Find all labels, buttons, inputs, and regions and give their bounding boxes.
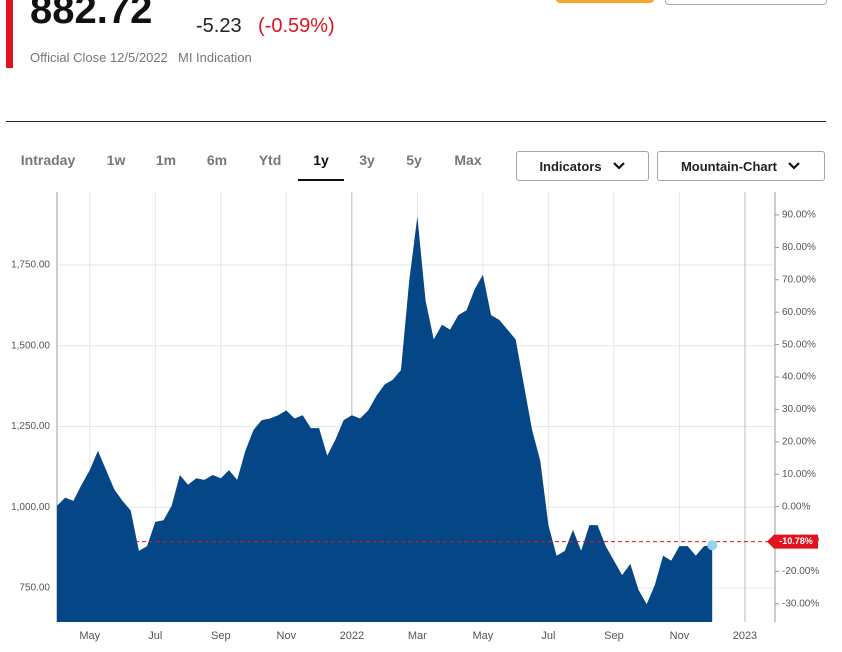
close-label: Official Close 12/5/2022 bbox=[30, 50, 168, 65]
tab[interactable]: Ytd bbox=[258, 152, 282, 168]
top-button[interactable] bbox=[556, 0, 654, 3]
x-tick-label: Nov bbox=[670, 630, 690, 642]
y2-tick-label: 40.00% bbox=[782, 372, 816, 383]
x-tick-label: 2023 bbox=[733, 630, 757, 642]
x-tick-label: May bbox=[472, 630, 493, 642]
x-tick-label: 2022 bbox=[340, 630, 364, 642]
reference-tag bbox=[767, 534, 818, 549]
indicators-button[interactable]: Indicators bbox=[516, 151, 649, 181]
y2-tick-label: 10.00% bbox=[782, 469, 816, 480]
x-tick-label: May bbox=[79, 630, 100, 642]
x-tick-label: Jul bbox=[541, 630, 555, 642]
tab[interactable]: 3y bbox=[359, 152, 375, 168]
y2-tick-label: 0.00% bbox=[782, 501, 810, 512]
y2-tick-label: 60.00% bbox=[782, 307, 816, 318]
y2-tick-label: 90.00% bbox=[782, 210, 816, 221]
last-point bbox=[707, 540, 718, 551]
price: 882.72 bbox=[30, 0, 153, 32]
tab[interactable]: Max bbox=[454, 152, 482, 168]
button-label: Indicators bbox=[539, 158, 602, 174]
divider bbox=[6, 121, 826, 122]
x-tick-label: Nov bbox=[277, 630, 297, 642]
tab[interactable]: 1w bbox=[106, 152, 126, 168]
y-tick-label: 1,000.00 bbox=[11, 502, 50, 513]
change-pct: (-0.59%) bbox=[258, 15, 335, 37]
y2-tick-label: 30.00% bbox=[782, 404, 816, 415]
button-label: Mountain-Chart bbox=[680, 158, 778, 174]
area bbox=[57, 216, 713, 622]
reference-label: -10.78% bbox=[779, 536, 813, 546]
y-tick-label: 1,750.00 bbox=[11, 260, 50, 271]
x-tick-label: Sep bbox=[211, 630, 231, 642]
y2-tick-label: 70.00% bbox=[782, 274, 816, 285]
chevron bbox=[788, 162, 800, 170]
x-tick-label: Sep bbox=[604, 630, 624, 642]
y2-tick-label: 50.00% bbox=[782, 339, 816, 350]
tab[interactable]: 1m bbox=[155, 152, 177, 168]
x-tick-label: Jul bbox=[148, 630, 162, 642]
tab[interactable]: 5y bbox=[406, 152, 422, 168]
y2-tick-label: 20.00% bbox=[782, 436, 816, 447]
chevron bbox=[612, 162, 625, 170]
indication: MI Indication bbox=[178, 50, 252, 65]
y-tick-label: 1,500.00 bbox=[11, 340, 50, 351]
tab[interactable]: 6m bbox=[206, 152, 228, 168]
tab-underline bbox=[298, 179, 344, 181]
y2-tick-label: 80.00% bbox=[782, 242, 816, 253]
y-tick-label: 1,250.00 bbox=[11, 421, 50, 432]
tab[interactable]: Intraday bbox=[20, 152, 76, 168]
x-tick-label: Mar bbox=[408, 630, 427, 642]
y2-tick-label: -30.00% bbox=[782, 598, 819, 609]
accent-bar bbox=[6, 0, 13, 68]
y-tick-label: 750.00 bbox=[19, 583, 50, 594]
chart-type-button[interactable]: Mountain-Chart bbox=[657, 151, 825, 181]
change: -5.23 bbox=[196, 15, 242, 37]
top-button[interactable] bbox=[665, 0, 827, 5]
y2-tick-label: -20.00% bbox=[782, 566, 819, 577]
tab[interactable]: 1y bbox=[313, 152, 329, 168]
